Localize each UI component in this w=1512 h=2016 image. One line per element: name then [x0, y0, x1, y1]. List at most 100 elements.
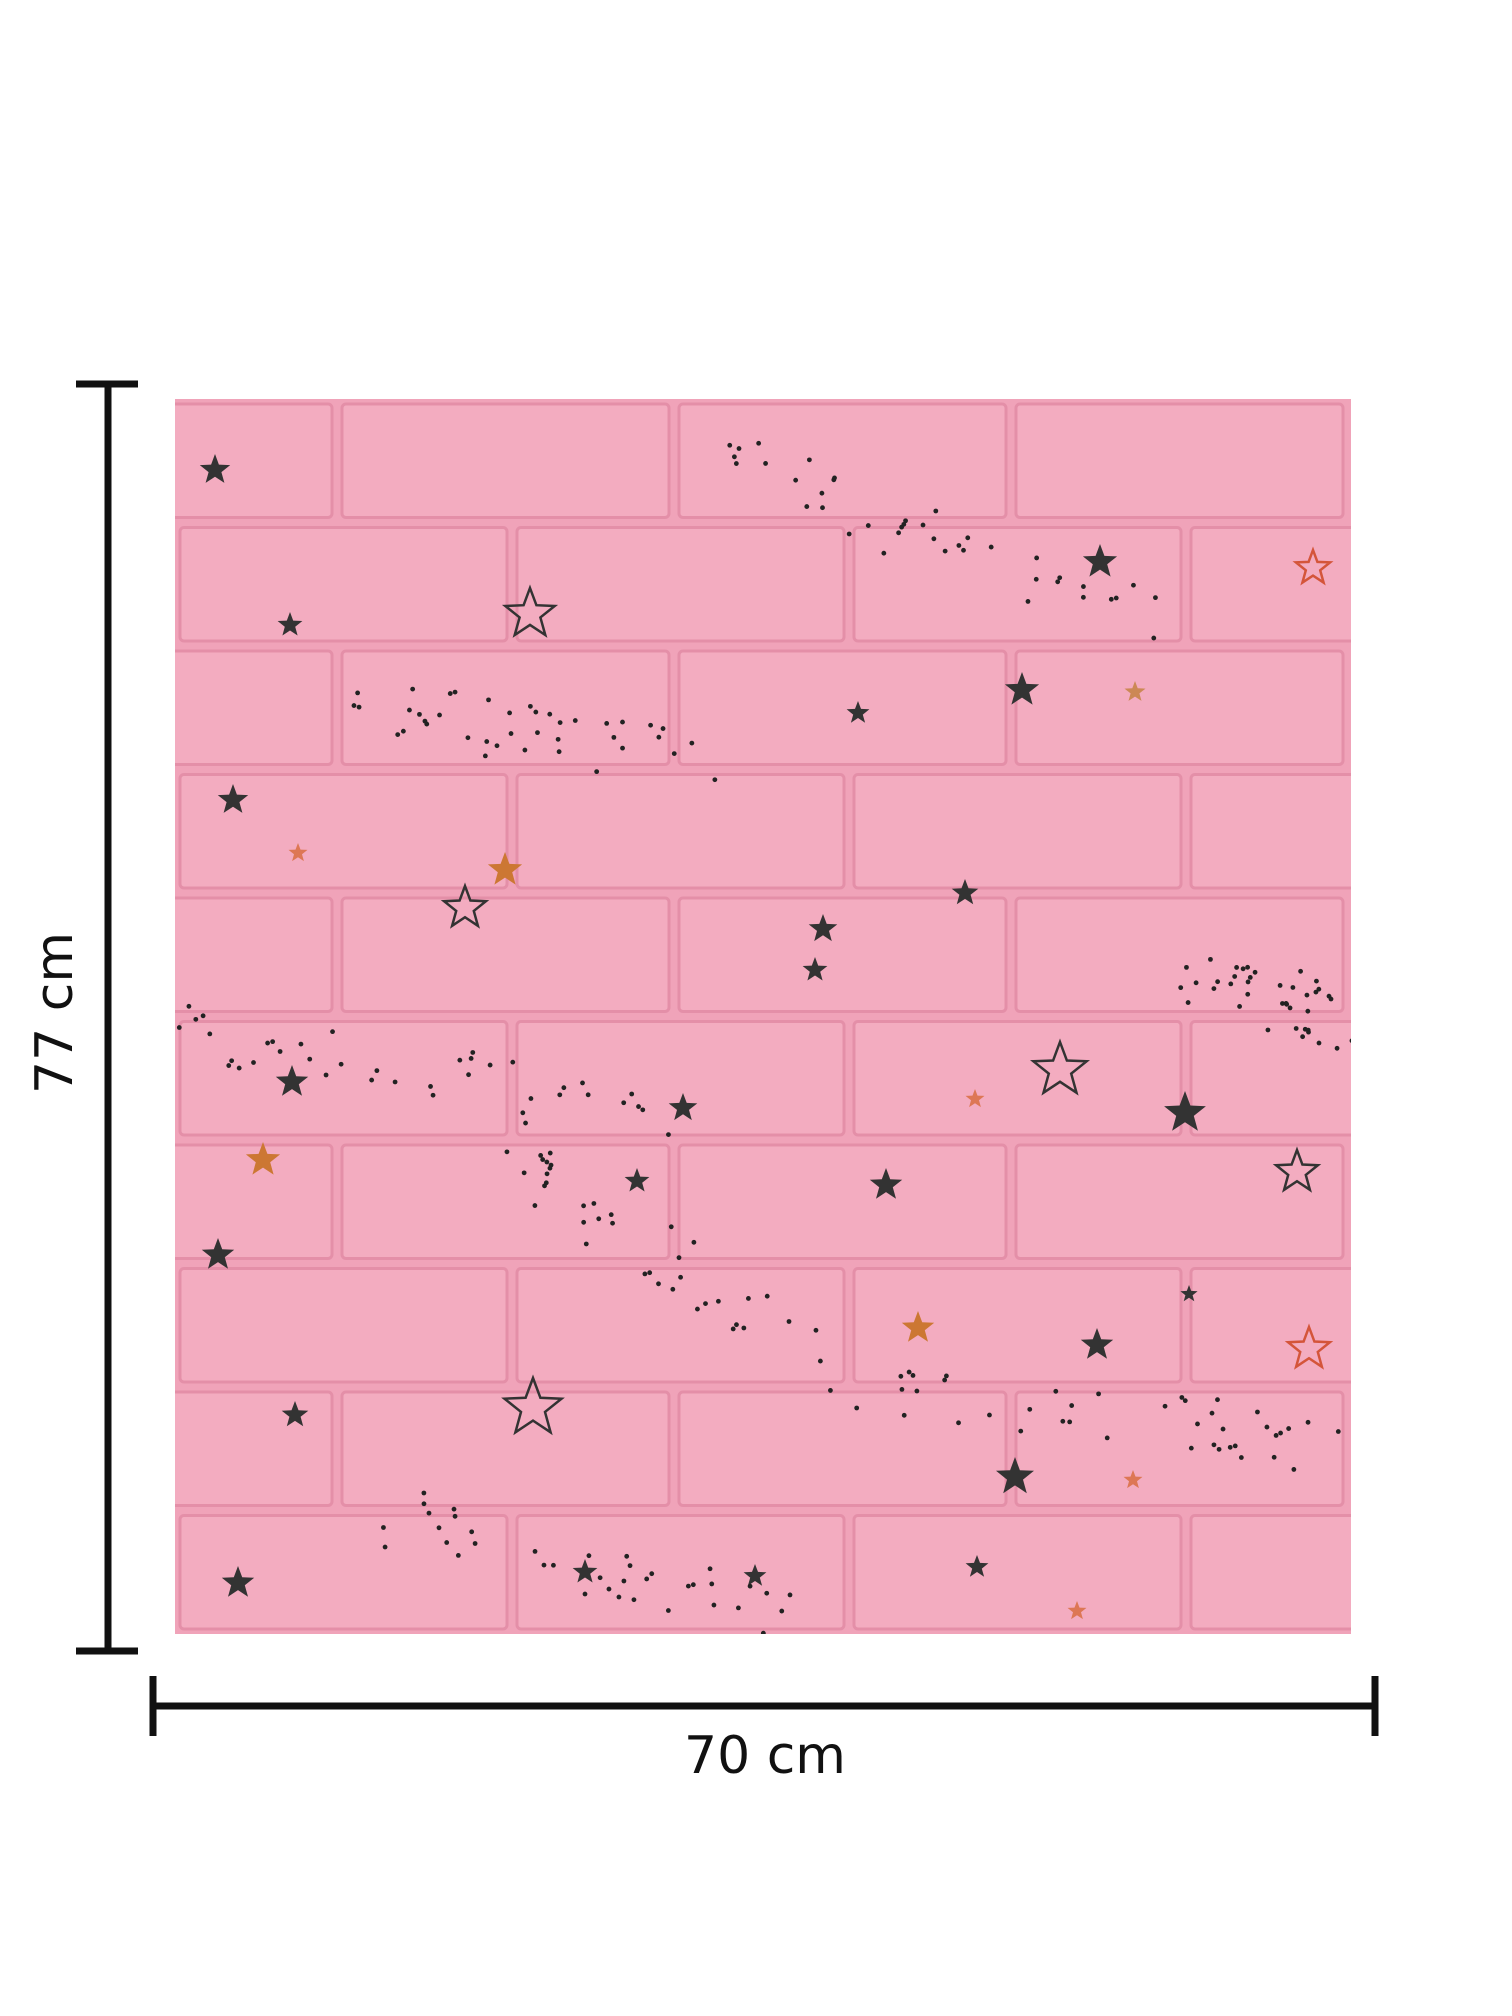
star — [1164, 1091, 1206, 1131]
dot — [1228, 981, 1234, 987]
dot — [1193, 980, 1199, 986]
dot — [763, 461, 768, 466]
dot — [1096, 1391, 1101, 1397]
star — [743, 1564, 767, 1586]
brick — [1189, 1514, 1351, 1631]
dot — [1293, 1026, 1299, 1031]
dot — [270, 1039, 276, 1045]
dot — [781, 1634, 786, 1639]
dot — [538, 1153, 544, 1158]
brick — [1014, 1390, 1345, 1507]
dot — [374, 1068, 380, 1074]
dot — [727, 442, 733, 448]
dot — [1208, 956, 1213, 962]
dot — [1305, 1419, 1311, 1425]
dot — [1033, 576, 1039, 582]
brick — [1189, 773, 1351, 890]
star — [1272, 1146, 1322, 1193]
dot — [1291, 1467, 1297, 1472]
dot — [176, 1025, 182, 1030]
dot — [760, 1630, 766, 1634]
dot — [1211, 986, 1217, 991]
dot — [392, 1079, 398, 1085]
dot — [251, 1060, 256, 1065]
star — [281, 1401, 309, 1427]
dot — [604, 721, 610, 726]
brick — [178, 1020, 509, 1137]
dot — [846, 531, 852, 537]
dot — [298, 1041, 304, 1047]
star — [277, 612, 303, 636]
dot — [400, 728, 406, 734]
dot — [447, 691, 453, 696]
dot — [1232, 1443, 1238, 1449]
dot — [621, 1578, 627, 1584]
dot — [987, 1412, 992, 1418]
dot — [691, 1239, 697, 1245]
dot — [1185, 1000, 1191, 1005]
brick — [340, 1390, 671, 1507]
dot — [580, 1080, 585, 1086]
dot — [828, 1388, 833, 1393]
brick — [852, 1267, 1183, 1384]
dot — [1305, 1008, 1311, 1014]
dot — [486, 697, 491, 703]
star — [1123, 1470, 1143, 1489]
brick — [515, 1514, 846, 1631]
dot — [369, 1077, 375, 1083]
dot — [330, 1029, 335, 1035]
dot — [533, 709, 539, 715]
dot — [961, 547, 966, 553]
dot — [616, 1594, 622, 1600]
dot — [583, 1241, 589, 1247]
dot — [532, 1548, 538, 1554]
star — [901, 1311, 935, 1342]
dot — [455, 1552, 461, 1558]
brick — [677, 896, 1008, 1013]
star — [965, 1555, 989, 1577]
brick — [1189, 1267, 1351, 1384]
dot — [323, 1072, 329, 1078]
dot — [631, 1597, 637, 1603]
dot — [629, 1091, 635, 1097]
dot — [1316, 986, 1322, 992]
dot — [881, 550, 887, 556]
dot — [899, 524, 905, 530]
dot — [1182, 1398, 1188, 1404]
brick — [1353, 1392, 1512, 1506]
dot — [644, 1576, 650, 1582]
height-label: 77 cm — [25, 932, 85, 1094]
dot — [1298, 968, 1303, 974]
dot — [1232, 974, 1238, 979]
dot — [1195, 1421, 1200, 1427]
dot — [944, 1373, 949, 1379]
dot — [711, 1602, 717, 1608]
dot — [200, 1013, 206, 1019]
dot — [1113, 595, 1119, 601]
dot — [747, 1583, 753, 1589]
star — [1124, 681, 1146, 701]
dot — [656, 1281, 661, 1287]
dot — [636, 1104, 641, 1109]
dot — [1265, 1027, 1271, 1033]
dot — [532, 1203, 538, 1208]
dot — [1264, 1424, 1270, 1430]
dot — [556, 749, 562, 755]
dot — [1227, 1444, 1233, 1450]
star — [245, 1142, 281, 1175]
brick — [1189, 526, 1351, 643]
star — [869, 1168, 903, 1199]
dot — [1349, 1038, 1351, 1043]
star — [275, 1065, 309, 1096]
star — [1292, 546, 1334, 586]
dot — [1255, 1409, 1260, 1415]
star — [1030, 1038, 1090, 1096]
dot — [670, 1286, 676, 1292]
dot — [523, 1120, 528, 1126]
star — [996, 1457, 1034, 1494]
dot — [804, 504, 810, 509]
dot — [914, 1388, 920, 1394]
dot — [410, 686, 416, 692]
dot — [1240, 966, 1246, 972]
